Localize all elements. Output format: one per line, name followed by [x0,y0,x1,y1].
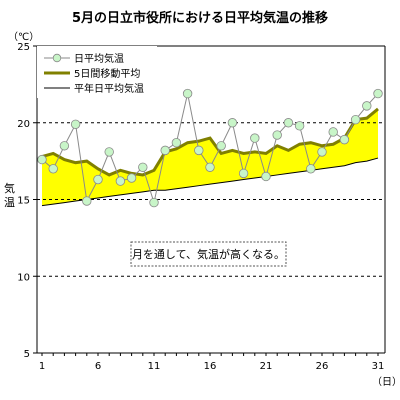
legend-item: 日平均気温 [44,52,124,65]
data-point-day-13 [171,138,182,148]
x-axis-unit: （日） [372,376,400,388]
fill-between-area [42,108,378,206]
data-point-day-26 [317,147,327,157]
data-point-day-1 [37,154,47,165]
y-tick-label: 15 [17,196,30,207]
data-point-day-19 [238,168,249,179]
data-point-day-5 [82,196,92,206]
x-tick-label: 1 [39,361,45,372]
x-tick-label: 6 [95,361,101,372]
data-point-day-31 [373,88,383,99]
x-tick-label: 16 [204,361,217,372]
data-point-day-14 [182,88,193,99]
data-point-day-29 [350,114,361,125]
data-point-day-3 [59,141,70,151]
legend-item: 平年日平均気温 [44,82,144,95]
series-line-thick-line [41,107,379,177]
y-axis-unit: （℃） [8,31,39,43]
data-point-day-8 [115,176,126,186]
data-point-day-27 [328,127,338,137]
data-point-day-25 [306,164,316,174]
annotation-box: 月を通して、気温が高くなる。 [130,241,287,267]
annotation-text: 月を通して、気温が高くなる。 [132,247,285,261]
x-tick-label: 11 [148,361,161,372]
data-point-day-6 [93,174,103,185]
series-line-thin-line [41,157,379,207]
legend-item: 5日間移動平均 [44,67,140,80]
data-point-day-23 [283,118,294,128]
data-point-day-12 [160,145,170,156]
data-point-day-24 [294,121,305,131]
data-point-day-17 [216,141,226,151]
y-axis-label: 気温 [4,181,15,209]
annotation-frame [130,241,287,267]
legend-label: 平年日平均気温 [74,82,144,95]
x-tick-label: 26 [316,361,329,372]
data-point-day-11 [149,197,159,208]
data-point-day-2 [48,164,58,174]
data-point-day-30 [362,101,372,111]
y-tick-label: 25 [17,42,30,53]
data-point-day-10 [138,162,148,172]
chart-title: 5月の日立市役所における日平均気温の推移 [72,10,328,26]
data-point-day-7 [104,147,114,157]
data-point-day-9 [126,173,137,183]
x-tick-label: 21 [260,361,273,372]
y-tick-label: 5 [24,349,30,360]
y-tick-label: 20 [17,119,30,130]
x-tick-label: 31 [372,361,385,372]
y-tick-label: 10 [17,272,30,283]
data-point-day-18 [227,118,238,128]
data-point-day-20 [250,133,260,143]
data-point-day-15 [194,145,204,156]
data-point-day-21 [261,171,271,182]
legend-swatch-marker [52,53,62,63]
data-point-day-16 [205,162,215,172]
data-point-day-28 [339,134,350,145]
legend-label: 日平均気温 [74,52,124,65]
data-point-day-4 [70,119,81,129]
data-point-day-22 [272,130,282,140]
legend-label: 5日間移動平均 [74,67,140,80]
